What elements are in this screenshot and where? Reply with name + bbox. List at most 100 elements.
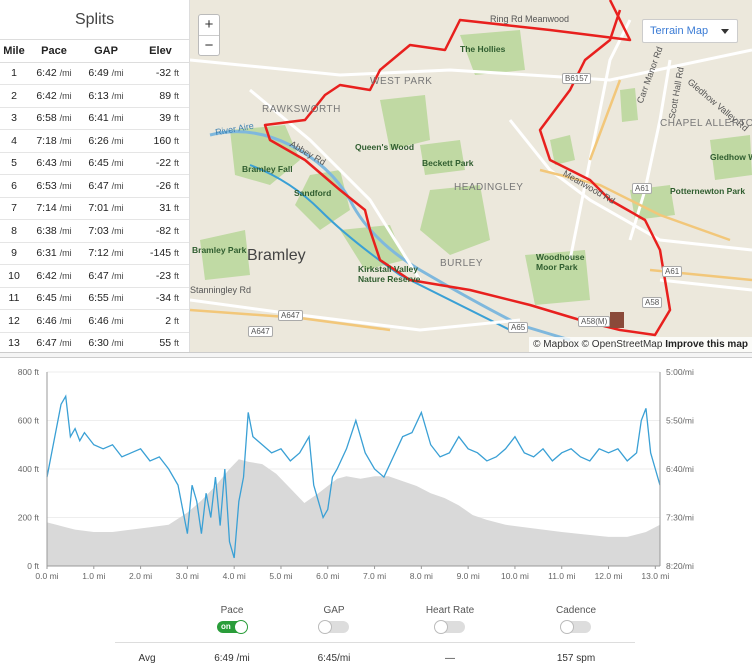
- split-pace-unit: /mi: [59, 113, 72, 124]
- map-type-select[interactable]: Terrain Map: [642, 19, 738, 43]
- split-pace-value: 6:47: [36, 337, 57, 350]
- split-row[interactable]: 9 6:31 /mi 7:12 /mi -145 ft: [0, 242, 189, 265]
- zoom-out-button[interactable]: −: [199, 35, 219, 55]
- chart-controls: Pace on GAP Heart Rate Cadence Avg 6:49 …: [0, 600, 752, 671]
- split-row[interactable]: 10 6:42 /mi 6:47 /mi -23 ft: [0, 264, 189, 288]
- averages-row: Avg 6:49 /mi 6:45/mi — 157 spm: [115, 642, 635, 670]
- split-row[interactable]: 13 6:47 /mi 6:30 /mi 55 ft: [0, 332, 189, 355]
- split-elev-value: 160: [153, 134, 172, 147]
- map-label-gledhow-wood: Gledhow Wood: [710, 152, 752, 162]
- elev-tick-label: 200 ft: [18, 513, 40, 523]
- toggle-gap[interactable]: GAP: [284, 605, 384, 636]
- split-mile-value: 11: [8, 292, 20, 305]
- toggle-cadence-label: Cadence: [555, 605, 597, 616]
- split-gap: 6:30 /mi: [80, 332, 132, 355]
- heart-rate-toggle-switch[interactable]: [434, 620, 465, 634]
- split-elev: -26 ft: [132, 174, 189, 198]
- split-row[interactable]: 12 6:46 /mi 6:46 /mi 2 ft: [0, 309, 189, 333]
- split-pace-unit: /mi: [59, 293, 72, 304]
- map-label-queens-wood: Queen's Wood: [355, 142, 415, 152]
- toggle-heart-rate[interactable]: Heart Rate: [400, 605, 500, 636]
- split-gap-unit: /mi: [111, 203, 124, 214]
- chart-svg: 800 ft 600 ft 400 ft 200 ft 0 ft 5:00/mi 5:50/…: [18, 367, 694, 581]
- split-pace: 6:53 /mi: [28, 174, 80, 198]
- road-badge-a58: A58: [642, 297, 663, 308]
- x-tick-label: 6.0 mi: [316, 571, 339, 581]
- avg-label: Avg: [138, 653, 156, 664]
- elev-tick-label: 400 ft: [18, 464, 40, 474]
- split-row[interactable]: 7 7:14 /mi 7:01 /mi 31 ft: [0, 197, 189, 220]
- toggle-heart-rate-label: Heart Rate: [425, 605, 475, 616]
- col-header-elev: Elev: [132, 40, 189, 63]
- split-gap-unit: /mi: [111, 180, 124, 191]
- zoom-control: + −: [198, 14, 220, 56]
- split-gap-unit: /mi: [111, 338, 124, 349]
- split-gap: 6:55 /mi: [80, 287, 132, 310]
- split-elev-value: -82: [155, 224, 172, 237]
- split-pace-value: 6:42: [36, 67, 57, 80]
- map-label-sandford: Sandford: [294, 188, 332, 198]
- split-row[interactable]: 2 6:42 /mi 6:13 /mi 89 ft: [0, 84, 189, 108]
- map-label-rawksworth: RAWKSWORTH: [262, 104, 341, 115]
- col-header-mile: Mile: [0, 40, 28, 63]
- split-gap: 6:46 /mi: [80, 309, 132, 333]
- split-row[interactable]: 6 6:53 /mi 6:47 /mi -26 ft: [0, 174, 189, 198]
- split-pace: 7:18 /mi: [28, 129, 80, 153]
- attribution-text[interactable]: © Mapbox © OpenStreetMap: [533, 339, 663, 350]
- split-row[interactable]: 3 6:58 /mi 6:41 /mi 39 ft: [0, 107, 189, 130]
- map-label-stanningley: Stanningley Rd: [190, 285, 252, 295]
- split-elev-unit: ft: [173, 338, 179, 349]
- split-mile-value: 12: [8, 314, 20, 327]
- elevation-pace-chart[interactable]: 800 ft 600 ft 400 ft 200 ft 0 ft 5:00/mi 5:50/…: [0, 362, 752, 584]
- split-pace: 6:42 /mi: [28, 62, 80, 85]
- split-pace-unit: /mi: [59, 203, 72, 214]
- cadence-toggle-switch[interactable]: [560, 620, 591, 634]
- split-elev-unit: ft: [173, 315, 179, 326]
- split-gap: 7:01 /mi: [80, 197, 132, 220]
- resize-handle[interactable]: [0, 352, 752, 358]
- split-pace-unit: /mi: [59, 270, 72, 281]
- split-row[interactable]: 5 6:43 /mi 6:45 /mi -22 ft: [0, 152, 189, 175]
- split-row[interactable]: 8 6:38 /mi 7:03 /mi -82 ft: [0, 219, 189, 243]
- split-gap-unit: /mi: [111, 293, 124, 304]
- split-pace-value: 6:42: [36, 269, 57, 282]
- split-elev-value: -34: [155, 292, 172, 305]
- split-gap-value: 6:45: [88, 157, 109, 170]
- split-gap-value: 7:03: [88, 224, 109, 237]
- route-map[interactable]: Ring Rd Meanwood The Hollies WEST PARK R…: [190, 0, 752, 352]
- split-mile-value: 3: [11, 112, 17, 125]
- split-gap: 7:12 /mi: [80, 242, 132, 265]
- map-label-bramley-fall: Bramley Fall: [242, 164, 293, 174]
- split-gap: 6:47 /mi: [80, 264, 132, 288]
- split-gap-unit: /mi: [111, 90, 124, 101]
- pace-toggle-switch[interactable]: on: [217, 620, 248, 634]
- map-type-label: Terrain Map: [650, 25, 709, 37]
- split-row[interactable]: 11 6:45 /mi 6:55 /mi -34 ft: [0, 287, 189, 310]
- map-label-bramley: Bramley: [247, 247, 306, 264]
- split-row[interactable]: 1 6:42 /mi 6:49 /mi -32 ft: [0, 62, 189, 85]
- toggle-pace[interactable]: Pace on: [182, 605, 282, 636]
- split-gap-value: 6:41: [88, 112, 109, 125]
- split-pace-value: 6:42: [36, 89, 57, 102]
- split-gap-unit: /mi: [111, 225, 124, 236]
- map-label-chapel-allerton: CHAPEL ALLERTON: [660, 118, 752, 129]
- split-gap-unit: /mi: [111, 68, 124, 79]
- improve-map-link[interactable]: Improve this map: [665, 339, 748, 350]
- split-gap-value: 6:47: [88, 179, 109, 192]
- toggle-cadence[interactable]: Cadence: [526, 605, 626, 636]
- split-pace-value: 7:14: [36, 202, 57, 215]
- split-elev: -34 ft: [132, 287, 189, 310]
- split-mile-value: 2: [11, 89, 17, 102]
- split-row[interactable]: 4 7:18 /mi 6:26 /mi 160 ft: [0, 129, 189, 153]
- split-elev: -145 ft: [132, 242, 189, 265]
- col-header-pace: Pace: [28, 40, 80, 63]
- zoom-in-button[interactable]: +: [204, 16, 214, 33]
- split-elev-unit: ft: [173, 180, 179, 191]
- gap-toggle-switch[interactable]: [318, 620, 349, 634]
- split-mile-value: 13: [8, 337, 20, 350]
- split-gap: 6:13 /mi: [80, 84, 132, 108]
- split-elev-unit: ft: [173, 225, 179, 236]
- pace-tick-label: 6:40/mi: [666, 464, 694, 474]
- split-mile: 11: [0, 287, 28, 310]
- pace-toggle-on-text: on: [221, 622, 231, 631]
